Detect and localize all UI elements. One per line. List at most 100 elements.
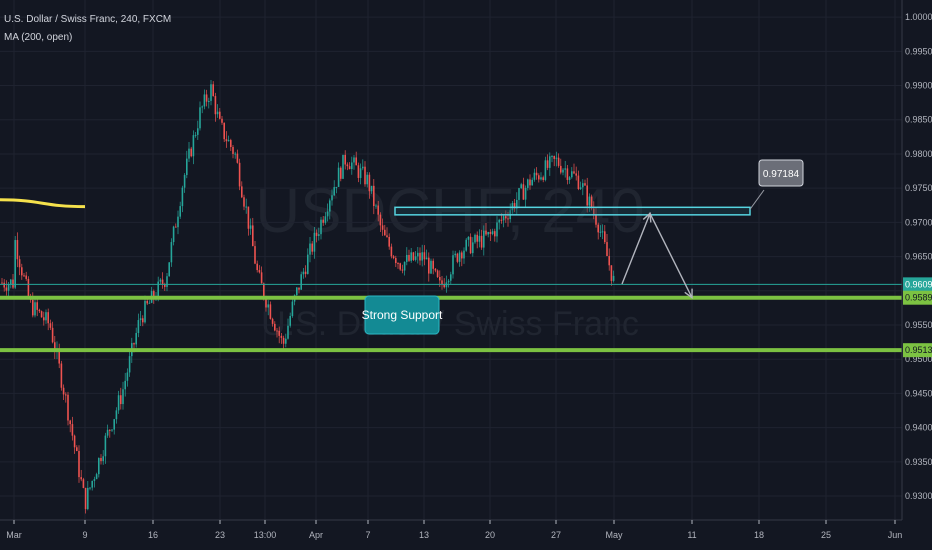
x-tick-label: 13 — [419, 530, 429, 540]
strong-support-label-text: Strong Support — [362, 308, 443, 322]
candle-body-87 — [192, 135, 195, 157]
candle-body-30 — [67, 394, 69, 421]
candle-body-172 — [379, 214, 382, 226]
candle-body-223 — [491, 231, 494, 234]
candle-body-75 — [166, 276, 168, 287]
candle-body-139 — [307, 254, 309, 274]
projection-arrowhead-down — [684, 288, 693, 300]
candle-body-91 — [201, 106, 203, 108]
candle-body-187 — [412, 252, 415, 260]
candle-body-72 — [159, 279, 162, 282]
candle-body-84 — [186, 158, 188, 176]
current-price-tag — [903, 277, 932, 292]
zone-price-label-text: 0.97184 — [763, 169, 800, 180]
candle-body-35 — [78, 451, 80, 478]
candle-body-5 — [12, 279, 14, 288]
x-tick-label: 20 — [485, 530, 495, 540]
x-tick-label: 25 — [821, 530, 831, 540]
candle-body-209 — [461, 252, 463, 259]
candle-body-180 — [397, 263, 399, 265]
candle-body-83 — [183, 175, 186, 188]
candle-body-156 — [344, 154, 346, 165]
candle-body-97 — [214, 96, 217, 115]
levels: 0.97184 Strong Support — [0, 159, 902, 353]
support-tag-2-text: 0.95132 — [905, 345, 932, 355]
resistance-zone — [394, 206, 751, 216]
candle-body-147 — [324, 216, 327, 223]
x-tick-label: Apr — [309, 530, 323, 540]
candle-body-34 — [76, 447, 78, 452]
candle-body-191 — [421, 252, 423, 261]
candle-body-22 — [49, 323, 52, 328]
candle-body-54 — [120, 395, 122, 405]
x-tick-label: 11 — [687, 530, 696, 540]
price-axis[interactable] — [902, 0, 932, 520]
candle-body-148 — [326, 211, 329, 217]
candle-body-113 — [249, 225, 252, 229]
candle-body-21 — [47, 312, 49, 324]
candle-body-65 — [144, 300, 146, 323]
candle-body-247 — [544, 160, 547, 180]
candle-body-8 — [18, 259, 21, 268]
candle-body-129 — [285, 338, 287, 344]
candle-body-96 — [212, 84, 214, 97]
symbol-title[interactable]: U.S. Dollar / Swiss Franc, 240, FXCM — [4, 14, 172, 25]
candle-body-176 — [388, 236, 390, 247]
candle-body-1 — [3, 282, 5, 288]
candle-body-124 — [274, 323, 276, 331]
candle-body-111 — [245, 206, 247, 208]
candle-body-237 — [522, 184, 525, 200]
candle-body-103 — [227, 140, 230, 142]
candle-body-205 — [452, 255, 454, 275]
candle-body-216 — [476, 234, 478, 242]
candle-body-264 — [582, 183, 584, 188]
candle-body-15 — [34, 302, 36, 316]
candle-body-141 — [311, 243, 313, 252]
current-price-tag-text: 0.96094 — [905, 279, 932, 289]
candle-body-24 — [54, 342, 56, 352]
candle-body-127 — [280, 335, 283, 338]
candle-body-175 — [386, 235, 388, 237]
candle-body-193 — [425, 257, 428, 260]
candle-body-42 — [93, 479, 96, 481]
candle-body-167 — [368, 174, 371, 192]
candle-body-149 — [329, 200, 331, 212]
candle-body-49 — [109, 429, 111, 431]
x-tick-label: 16 — [148, 530, 158, 540]
candle-body-243 — [535, 172, 538, 176]
candle-body-220 — [485, 230, 487, 235]
candle-body-269 — [593, 208, 595, 215]
candle-body-245 — [540, 177, 542, 180]
candle-body-66 — [146, 300, 148, 304]
candle-body-40 — [89, 487, 91, 489]
candle-body-132 — [291, 301, 294, 317]
candle-body-142 — [313, 232, 316, 252]
candle-body-101 — [223, 122, 225, 140]
strong-support-label — [364, 295, 440, 335]
time-axis-ticks: Mar 9 16 23 13:00 Apr 7 13 20 27 May 11 18 25 Jun — [6, 520, 902, 540]
candle-body-109 — [241, 186, 243, 198]
candle-body-272 — [599, 231, 602, 233]
candle-body-11 — [25, 275, 27, 279]
candle-body-164 — [362, 166, 364, 169]
zone-price-label — [758, 159, 804, 187]
candle-body-95 — [210, 84, 212, 101]
candle-body-82 — [181, 187, 184, 207]
time-axis[interactable] — [0, 520, 932, 550]
candle-body-106 — [234, 153, 236, 155]
candle-body-26 — [58, 348, 60, 364]
candle-body-225 — [496, 222, 498, 237]
candle-body-222 — [489, 231, 492, 234]
candle-body-192 — [423, 252, 426, 260]
x-tick-label: 23 — [215, 530, 225, 540]
candle-body-179 — [395, 258, 397, 264]
candle-body-188 — [414, 256, 417, 260]
candle-body-55 — [122, 389, 124, 405]
indicator-label[interactable]: MA (200, open) — [4, 32, 73, 43]
candle-body-67 — [148, 302, 151, 304]
candle-body-44 — [98, 458, 100, 475]
